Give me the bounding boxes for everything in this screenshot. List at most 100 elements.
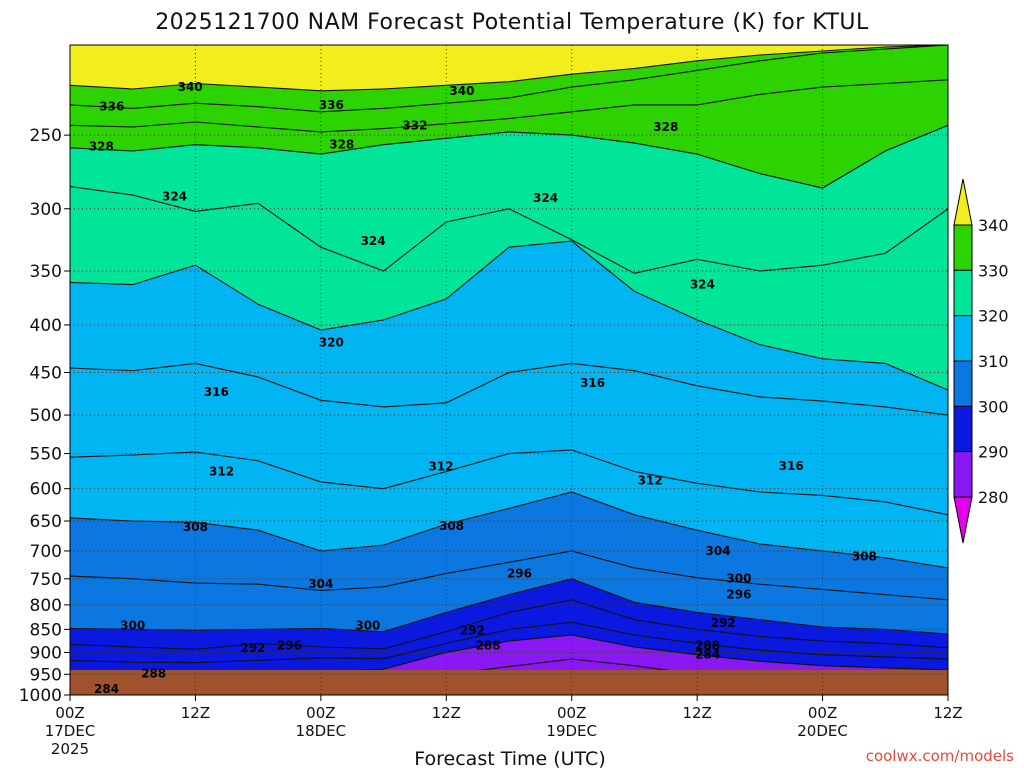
contour-label: 284	[695, 648, 720, 662]
contour-label: 300	[120, 619, 145, 633]
x-tick-label: 17DEC	[45, 722, 96, 740]
x-tick-label: 00Z	[557, 704, 586, 722]
band-fill	[70, 622, 948, 676]
colorbar-segment	[953, 178, 973, 226]
y-tick-label: 700	[30, 542, 62, 562]
contour-label: 328	[329, 138, 354, 152]
x-tick-label: 2025	[51, 740, 89, 758]
y-tick-label: 750	[30, 570, 62, 590]
contour-label: 316	[779, 459, 804, 473]
isentrope-line	[70, 240, 948, 391]
band-fill	[70, 79, 948, 188]
contour-label: 296	[726, 588, 751, 602]
colorbar-label: 320	[978, 307, 1009, 326]
isentrope-line	[70, 599, 948, 650]
contour-label: 328	[653, 120, 678, 134]
isentrope-line	[70, 578, 948, 635]
band-fill	[70, 551, 948, 635]
chart-title: 2025121700 NAM Forecast Potential Temper…	[155, 10, 869, 35]
colorbar-label: 330	[978, 261, 1009, 280]
colorbar-segment	[953, 360, 973, 407]
x-tick-label: 00Z	[306, 704, 335, 722]
colorbar-label: 300	[978, 397, 1009, 416]
isentrope-line	[70, 186, 948, 274]
x-tick-label: 19DEC	[546, 722, 597, 740]
contour-label: 300	[726, 571, 751, 585]
contour-label: 320	[319, 336, 344, 350]
y-tick-label: 1000	[19, 686, 62, 706]
y-tick-label: 350	[30, 262, 62, 282]
contour-label: 340	[449, 84, 474, 98]
band-fill	[70, 492, 948, 600]
x-tick-label: 12Z	[682, 704, 711, 722]
isentrope-line	[70, 79, 948, 133]
x-tick-label: 12Z	[933, 704, 962, 722]
contour-label: 332	[402, 118, 427, 132]
y-tick-label: 950	[30, 665, 62, 685]
contour-label: 288	[141, 666, 166, 680]
x-tick-label: 00Z	[55, 704, 84, 722]
x-axis-label: Forecast Time (UTC)	[414, 748, 605, 768]
contour-label: 324	[361, 234, 386, 248]
y-tick-label: 400	[30, 316, 62, 336]
contour-label: 312	[638, 474, 663, 488]
isentrope-line	[70, 491, 948, 569]
isentrope-line	[70, 621, 948, 664]
isentrope-line	[70, 45, 948, 92]
x-tick-label: 20DEC	[797, 722, 848, 740]
band-fill	[70, 241, 948, 416]
isentrope-line	[70, 45, 948, 113]
colorbar-segment	[953, 224, 973, 271]
band-fill	[70, 125, 948, 274]
contour-label: 296	[507, 566, 532, 580]
x-tick-label: 00Z	[808, 704, 837, 722]
plot-frame	[69, 44, 949, 696]
contour-label: 324	[690, 278, 715, 292]
credit-link[interactable]: coolwx.com/models	[866, 747, 1014, 765]
contour-label: 288	[695, 639, 720, 653]
plot-area	[70, 45, 948, 695]
contour-label: 316	[580, 376, 605, 390]
y-tick-label: 900	[30, 643, 62, 663]
band-fill	[70, 363, 948, 515]
contour-label: 312	[429, 460, 454, 474]
band-fill	[70, 599, 948, 663]
colorbar-label: 310	[978, 352, 1009, 371]
contour-label: 324	[162, 189, 187, 203]
y-tick-label: 600	[30, 480, 62, 500]
y-tick-label: 800	[30, 596, 62, 616]
isentrope-line	[70, 449, 948, 516]
colorbar-segment	[953, 496, 973, 544]
contour-label: 284	[94, 682, 119, 696]
contour-label: 324	[533, 191, 558, 205]
contour-label: 300	[355, 619, 380, 633]
colorbar-segment	[953, 405, 973, 453]
band-fill	[70, 45, 948, 132]
contour-label: 308	[183, 520, 208, 534]
x-tick-label: 18DEC	[296, 722, 347, 740]
ground-surface	[70, 670, 948, 695]
contour-label: 288	[476, 639, 501, 653]
x-tick-label: 12Z	[181, 704, 210, 722]
x-tick-label: 12Z	[432, 704, 461, 722]
isentrope-line	[70, 362, 948, 416]
band-fill	[70, 578, 948, 650]
y-tick-label: 650	[30, 512, 62, 532]
contour-label: 340	[178, 80, 203, 94]
band-fill	[70, 186, 948, 391]
contour-label: 308	[852, 550, 877, 564]
y-tick-label: 550	[30, 445, 62, 465]
band-fill	[70, 449, 948, 568]
contour-label: 336	[319, 98, 344, 112]
y-tick-label: 250	[30, 126, 62, 146]
colorbar-segment	[953, 315, 973, 362]
colorbar-label: 280	[978, 488, 1009, 507]
contour-label: 304	[706, 544, 731, 558]
y-tick-label: 850	[30, 620, 62, 640]
contour-label: 328	[89, 139, 114, 153]
contour-label: 312	[209, 465, 234, 479]
contour-label: 336	[99, 100, 124, 114]
y-tick-label: 450	[30, 364, 62, 384]
contour-label: 296	[277, 639, 302, 653]
contour-label: 292	[240, 641, 265, 655]
